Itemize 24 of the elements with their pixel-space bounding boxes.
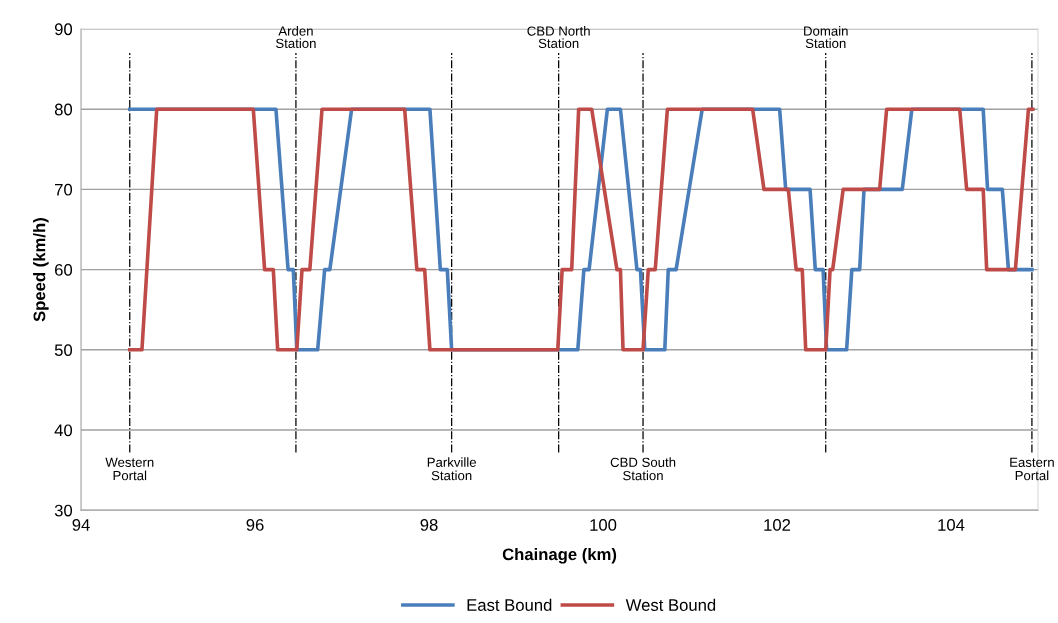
legend-label: West Bound (625, 598, 716, 611)
x-tick-label: 102 (764, 519, 791, 531)
legend-label: East Bound (467, 598, 552, 611)
ref-line-label: CBD North Station (527, 26, 590, 49)
x-tick-label: 94 (72, 519, 90, 531)
y-axis-title: Speed (km/h) (33, 218, 49, 322)
ref-line-label: Domain Station (804, 26, 848, 49)
y-tick-label: 80 (54, 103, 73, 116)
y-tick-label: 40 (54, 424, 73, 437)
ref-line-label: Parkville Station (427, 457, 476, 481)
x-axis-title: Chainage (km) (502, 548, 617, 564)
x-tick-label: 98 (420, 519, 438, 531)
y-tick-label: 30 (54, 504, 73, 517)
ref-line-label: CBD South Station (610, 457, 676, 481)
x-tick-label: 100 (590, 519, 617, 531)
y-tick-label: 50 (54, 344, 73, 357)
y-tick-label: 70 (55, 183, 73, 196)
y-tick-label: 60 (55, 264, 73, 276)
ref-line-label: Arden Station (275, 26, 316, 49)
ref-line-label: Eastern Portal (1010, 457, 1054, 481)
x-tick-label: 104 (938, 519, 965, 531)
y-tick-label: 90 (54, 23, 73, 36)
x-tick-label: 96 (246, 519, 264, 531)
ref-line-label: Western Portal (105, 457, 154, 481)
